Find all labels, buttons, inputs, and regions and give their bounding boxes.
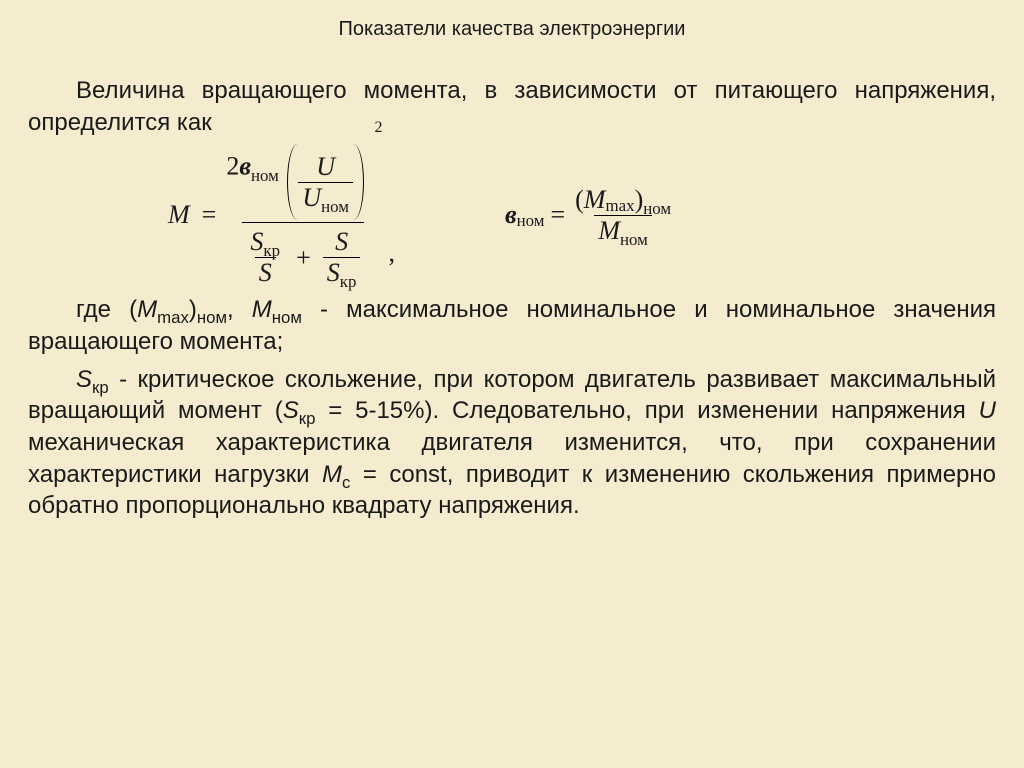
formula1-tail: , [384, 238, 395, 286]
document-page: Показатели качества электроэнергии Велич… [0, 0, 1024, 768]
numerator-power: 2 [374, 119, 382, 136]
p2-sep: , [227, 296, 252, 323]
formula1-eq: = [196, 200, 223, 230]
den-term1-num-sub: кр [263, 241, 280, 260]
paragraph-skr: Sкр - критическое скольжение, при которо… [28, 364, 996, 522]
paragraph-intro: Величина вращающего момента, в зависимос… [28, 75, 996, 138]
f2-num-open: ( [575, 185, 584, 214]
formula2-den: Mном [594, 215, 652, 244]
p3-S2: S [283, 397, 299, 424]
page-title: Показатели качества электроэнергии [28, 18, 996, 41]
inner-frac-den: Uном [298, 182, 353, 211]
p2-M: M [137, 296, 157, 323]
formula1-denominator: Sкр S + S Sкр [242, 222, 364, 286]
formula2-num: (Mmax)ном [571, 187, 675, 215]
formula1-lhs: M [168, 200, 196, 230]
formula2-lhs: в [505, 200, 517, 230]
numerator-paren: U Uном [287, 144, 364, 220]
p2-mid1: ) [189, 296, 197, 323]
f2-den-base: M [598, 216, 620, 245]
f2-num-base: M [584, 185, 606, 214]
numerator-symbol: в [239, 152, 251, 181]
den-plus: + [294, 245, 313, 271]
inner-frac-den-sub: ном [321, 197, 349, 216]
f2-num-outer-sub: ном [643, 199, 671, 218]
den-term2: S Sкр [323, 229, 361, 286]
p2-post: - максимальное номинальное и номинальное… [28, 296, 996, 355]
formula1-main-fraction: 2вном U Uном 2 [222, 144, 384, 286]
formula-row: M = 2вном U Uном 2 [28, 144, 996, 286]
p3-Mc: M [322, 461, 342, 488]
p3-S: S [76, 366, 92, 393]
numerator-coef: 2 [226, 152, 239, 181]
denominator-row: Sкр S + S Sкр [246, 225, 360, 286]
formula-vnom: вном = (Mmax)ном Mном [505, 187, 675, 244]
formula2-fraction: (Mmax)ном Mном [571, 187, 675, 244]
p3-kr: кр [92, 377, 109, 396]
f2-den-sub: ном [620, 230, 648, 249]
f2-num-inner-sub: max [605, 196, 634, 215]
inner-frac-num: U [312, 154, 339, 182]
formula-torque: M = 2вном U Uном 2 [168, 144, 395, 286]
formula2-eq: = [544, 200, 571, 230]
den-term1-den: S [255, 257, 276, 286]
den-term2-num: S [331, 229, 352, 257]
den-term2-den-sub: кр [340, 272, 357, 291]
p2-M2: M [252, 296, 272, 323]
formula1-numerator: 2вном U Uном 2 [222, 144, 384, 222]
den-term2-den-base: S [327, 258, 340, 287]
inner-frac-den-base: U [302, 183, 321, 212]
den-term2-den: Sкр [323, 257, 361, 286]
p2-nom1: ном [197, 308, 227, 327]
den-term1: Sкр S [246, 229, 284, 286]
p3-kr2: кр [299, 409, 316, 428]
p3-U: U [979, 397, 996, 424]
den-term1-num-base: S [250, 227, 263, 256]
p3-b: = 5-15%). Следовательно, при изменении н… [315, 397, 978, 424]
paragraph-where: где (Mmax)ном, Mном - максимальное номин… [28, 294, 996, 357]
f2-num-close: ) [635, 185, 644, 214]
p2-pre: где ( [76, 296, 137, 323]
p2-max: max [157, 308, 189, 327]
numerator-inner-frac: U Uном [298, 154, 353, 211]
p2-nom2: ном [272, 308, 302, 327]
den-term1-num: Sкр [246, 229, 284, 257]
formula2-lhs-sub: ном [517, 211, 545, 231]
numerator-symbol-sub: ном [251, 166, 279, 185]
